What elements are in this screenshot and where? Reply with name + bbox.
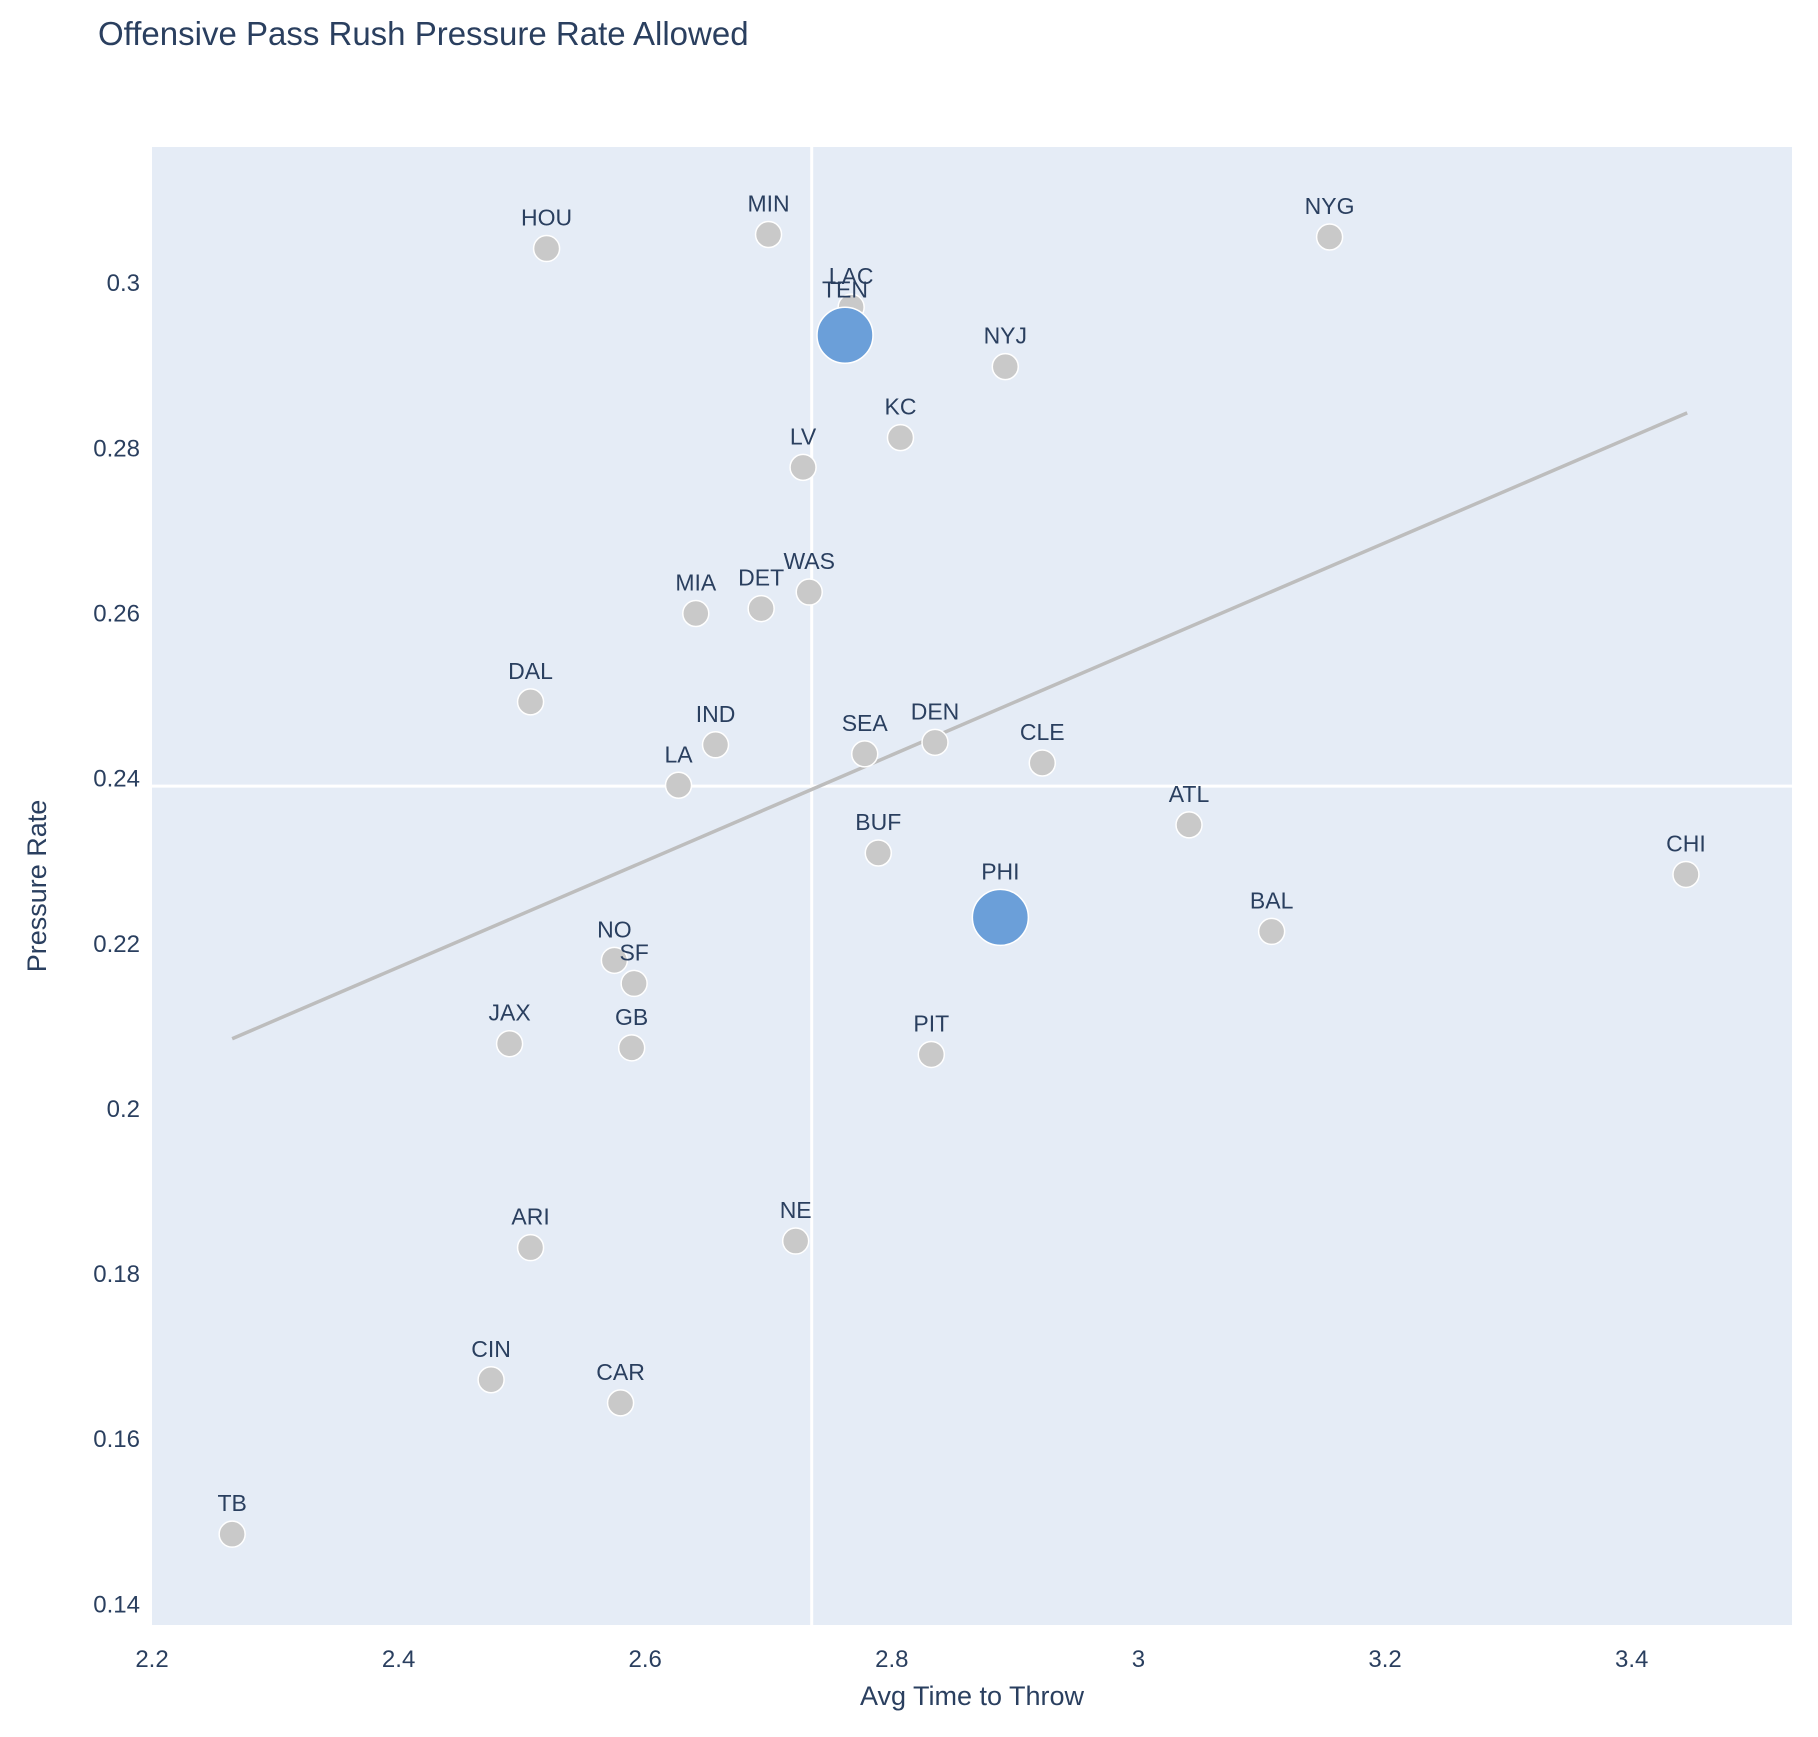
x-tick-label: 3.4 — [1615, 1646, 1648, 1673]
point-label-ari: ARI — [511, 1204, 549, 1230]
x-axis-title: Avg Time to Throw — [860, 1681, 1085, 1711]
data-point-sf — [620, 969, 648, 998]
point-label-mia: MIA — [675, 570, 717, 596]
data-point-hou — [532, 234, 561, 263]
data-point-tb — [218, 1520, 246, 1548]
x-tick-label: 2.6 — [629, 1646, 662, 1673]
data-point-min — [754, 220, 783, 249]
x-tick-label: 2.2 — [135, 1646, 168, 1673]
x-tick-label: 2.8 — [875, 1646, 908, 1673]
point-label-was: WAS — [783, 548, 835, 574]
x-tick-labels: 2.2 2.4 2.6 2.8 3 3.2 3.4 — [135, 1646, 1648, 1673]
point-label-gb: GB — [615, 1004, 648, 1030]
data-point-pit — [917, 1040, 946, 1069]
y-tick-label: 0.2 — [107, 1096, 140, 1123]
x-tick-label: 3 — [1132, 1646, 1145, 1673]
y-tick-label: 0.16 — [93, 1426, 140, 1453]
trendline — [231, 411, 1688, 1041]
data-points — [218, 220, 1700, 1548]
point-label-ind: IND — [696, 701, 736, 727]
chart-title: Offensive Pass Rush Pressure Rate Allowe… — [98, 15, 749, 52]
point-label-den: DEN — [911, 698, 960, 724]
data-point-bal — [1257, 917, 1286, 946]
data-point-la — [664, 771, 693, 800]
y-axis-title: Pressure Rate — [22, 800, 52, 973]
point-label-cin: CIN — [471, 1336, 511, 1362]
point-label-hou: HOU — [521, 205, 572, 231]
data-point-kc — [886, 423, 915, 452]
point-label-ten: TEN — [822, 276, 868, 302]
data-point-phi — [971, 888, 1030, 947]
point-label-nyg: NYG — [1305, 193, 1355, 219]
point-label-min: MIN — [747, 191, 789, 217]
data-point-was — [795, 578, 823, 606]
data-point-nyg — [1315, 223, 1344, 251]
data-point-dal — [516, 688, 545, 716]
point-label-lv: LV — [790, 423, 817, 449]
point-label-cle: CLE — [1020, 719, 1065, 745]
point-label-sea: SEA — [842, 710, 889, 736]
y-tick-label: 0.3 — [107, 270, 140, 297]
data-point-den — [921, 728, 949, 757]
y-tick-label: 0.18 — [93, 1261, 140, 1288]
point-label-chi: CHI — [1666, 830, 1706, 856]
point-label-bal: BAL — [1250, 887, 1294, 913]
point-label-la: LA — [664, 741, 693, 767]
data-point-jax — [495, 1029, 524, 1058]
point-label-dal: DAL — [508, 658, 553, 684]
data-point-gb — [617, 1034, 646, 1062]
point-label-phi: PHI — [981, 858, 1019, 884]
data-point-buf — [864, 839, 893, 867]
trendline-layer — [231, 411, 1688, 1041]
y-tick-label: 0.22 — [93, 931, 140, 958]
y-tick-label: 0.26 — [93, 601, 140, 628]
plot-area — [152, 147, 1792, 1625]
data-point-atl — [1175, 811, 1203, 839]
point-label-lac: LAC — [829, 263, 874, 289]
y-tick-label: 0.24 — [93, 766, 140, 793]
point-label-jax: JAX — [489, 1000, 531, 1026]
data-point-ari — [516, 1233, 545, 1262]
data-point-no — [600, 946, 629, 975]
data-point-cin — [477, 1366, 505, 1394]
point-label-tb: TB — [217, 1490, 246, 1516]
y-tick-label: 0.28 — [93, 435, 140, 462]
point-label-ne: NE — [780, 1197, 812, 1223]
point-label-sf: SF — [619, 939, 648, 965]
data-point-cle — [1028, 749, 1057, 777]
data-point-ind — [701, 731, 730, 759]
data-point-nyj — [991, 352, 1020, 381]
y-tick-label: 0.14 — [93, 1591, 140, 1618]
point-label-buf: BUF — [855, 809, 901, 835]
data-point-ten — [816, 306, 874, 365]
x-tick-label: 2.4 — [382, 1646, 415, 1673]
point-label-nyj: NYJ — [984, 323, 1027, 349]
data-point-mia — [682, 599, 710, 628]
data-point-lv — [789, 453, 817, 482]
data-point-sea — [850, 740, 879, 768]
y-tick-labels: 0.14 0.16 0.18 0.2 0.22 0.24 0.26 0.28 0.3 — [93, 270, 140, 1618]
x-tick-label: 3.2 — [1368, 1646, 1401, 1673]
point-label-kc: KC — [885, 394, 917, 420]
data-point-car — [606, 1389, 635, 1417]
data-point-chi — [1672, 860, 1700, 889]
point-label-det: DET — [738, 565, 784, 591]
data-point-ne — [781, 1227, 810, 1255]
point-label-atl: ATL — [1169, 781, 1210, 807]
point-label-no: NO — [597, 916, 632, 942]
point-label-pit: PIT — [913, 1010, 949, 1036]
reference-lines — [152, 147, 1792, 1625]
data-point-det — [747, 594, 775, 623]
point-label-car: CAR — [596, 1359, 645, 1385]
